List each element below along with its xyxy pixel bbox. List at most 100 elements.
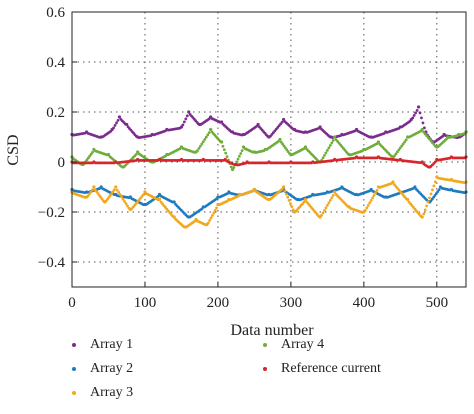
series-dot [134, 152, 138, 156]
series-dot [142, 193, 145, 196]
series-dot [423, 126, 426, 130]
data-point [219, 120, 224, 124]
data-point [406, 197, 410, 202]
series-dot [91, 188, 94, 192]
series-dot [372, 193, 376, 197]
series-dot [425, 204, 428, 208]
series-dot [204, 135, 208, 139]
series-dot [330, 141, 334, 145]
series-dot [412, 113, 416, 117]
series-dot [327, 201, 331, 205]
series-dot [432, 184, 436, 188]
series-dot [437, 188, 441, 192]
series-dot [324, 206, 328, 210]
series-dot [86, 194, 90, 198]
series-dot [327, 146, 331, 150]
data-point [333, 135, 337, 139]
y-tick-label: −0.2 [38, 205, 65, 221]
series-layer [70, 105, 468, 229]
series-dot [429, 192, 433, 196]
data-point [92, 185, 96, 189]
series-dot [396, 150, 399, 154]
series-dot [393, 154, 396, 158]
data-point [179, 125, 184, 129]
series-dot [215, 206, 218, 210]
data-point [172, 215, 176, 219]
legend-label: Array 3 [90, 385, 134, 400]
legend-item: Array 3 [72, 385, 133, 401]
series-dot [236, 157, 240, 161]
series-dot [126, 204, 129, 208]
series-dot [212, 211, 216, 215]
series-dot [222, 148, 226, 152]
series-dot [283, 189, 287, 193]
data-point [125, 122, 129, 127]
series-dot [422, 212, 426, 216]
data-point [172, 200, 176, 204]
x-tick-label: 400 [353, 295, 376, 311]
x-tick-label: 0 [68, 295, 76, 311]
data-point [416, 105, 421, 109]
data-point [117, 115, 122, 119]
series-dot [411, 116, 415, 120]
data-point [187, 110, 191, 114]
series-dot [89, 190, 93, 194]
series-dot [423, 208, 427, 212]
legend-item: Array 2 [72, 361, 133, 377]
data-point [278, 137, 282, 142]
legend-marker [263, 343, 267, 347]
series-dot [400, 144, 404, 148]
legend-label: Array 2 [90, 361, 134, 376]
legend-item: Array 1 [72, 337, 133, 353]
data-point [376, 140, 381, 144]
series-dot [284, 192, 288, 196]
series-dot [366, 203, 370, 207]
series-dot [323, 208, 326, 212]
series-dot [207, 131, 211, 134]
series-dot [239, 152, 243, 155]
series-dot [374, 191, 377, 195]
series-dot [394, 152, 398, 156]
series-dot [181, 123, 185, 127]
y-tick-label: 0.6 [46, 5, 65, 21]
series-dot [324, 151, 328, 155]
series-dot [371, 196, 375, 200]
series-dot [426, 200, 430, 204]
series-dot [235, 160, 239, 164]
series-dot [369, 198, 373, 202]
series-dot [200, 142, 204, 146]
series-dot [206, 133, 210, 137]
series-dot [414, 111, 418, 115]
series-dot [224, 151, 228, 155]
series-dot [401, 142, 405, 146]
series-dot [221, 144, 225, 148]
series-dot [328, 143, 332, 147]
series-dot [196, 149, 199, 152]
series-dot [120, 195, 124, 199]
series-dot [203, 137, 207, 141]
series-dot [115, 188, 119, 192]
series-dot [123, 199, 126, 203]
series-dot [325, 148, 329, 152]
x-tick-label: 200 [207, 295, 230, 311]
y-axis-label: CSD [5, 134, 22, 165]
series-dot [113, 123, 117, 127]
series-dot [182, 120, 186, 124]
series-dot [211, 213, 214, 217]
series-dot [113, 188, 116, 192]
series-dot [290, 205, 294, 208]
series-dot [197, 146, 201, 150]
series-dot [240, 149, 244, 153]
legend-marker [72, 367, 76, 371]
legend-item: Array 4 [263, 337, 324, 353]
series-dot [428, 196, 431, 200]
data-point [413, 185, 417, 189]
data-point [157, 197, 162, 202]
data-point [420, 215, 424, 219]
legend-label: Array 1 [90, 337, 134, 352]
data-point [114, 185, 118, 189]
series-dot [403, 140, 407, 144]
series-dot [302, 200, 306, 204]
x-tick-label: 300 [280, 295, 303, 311]
